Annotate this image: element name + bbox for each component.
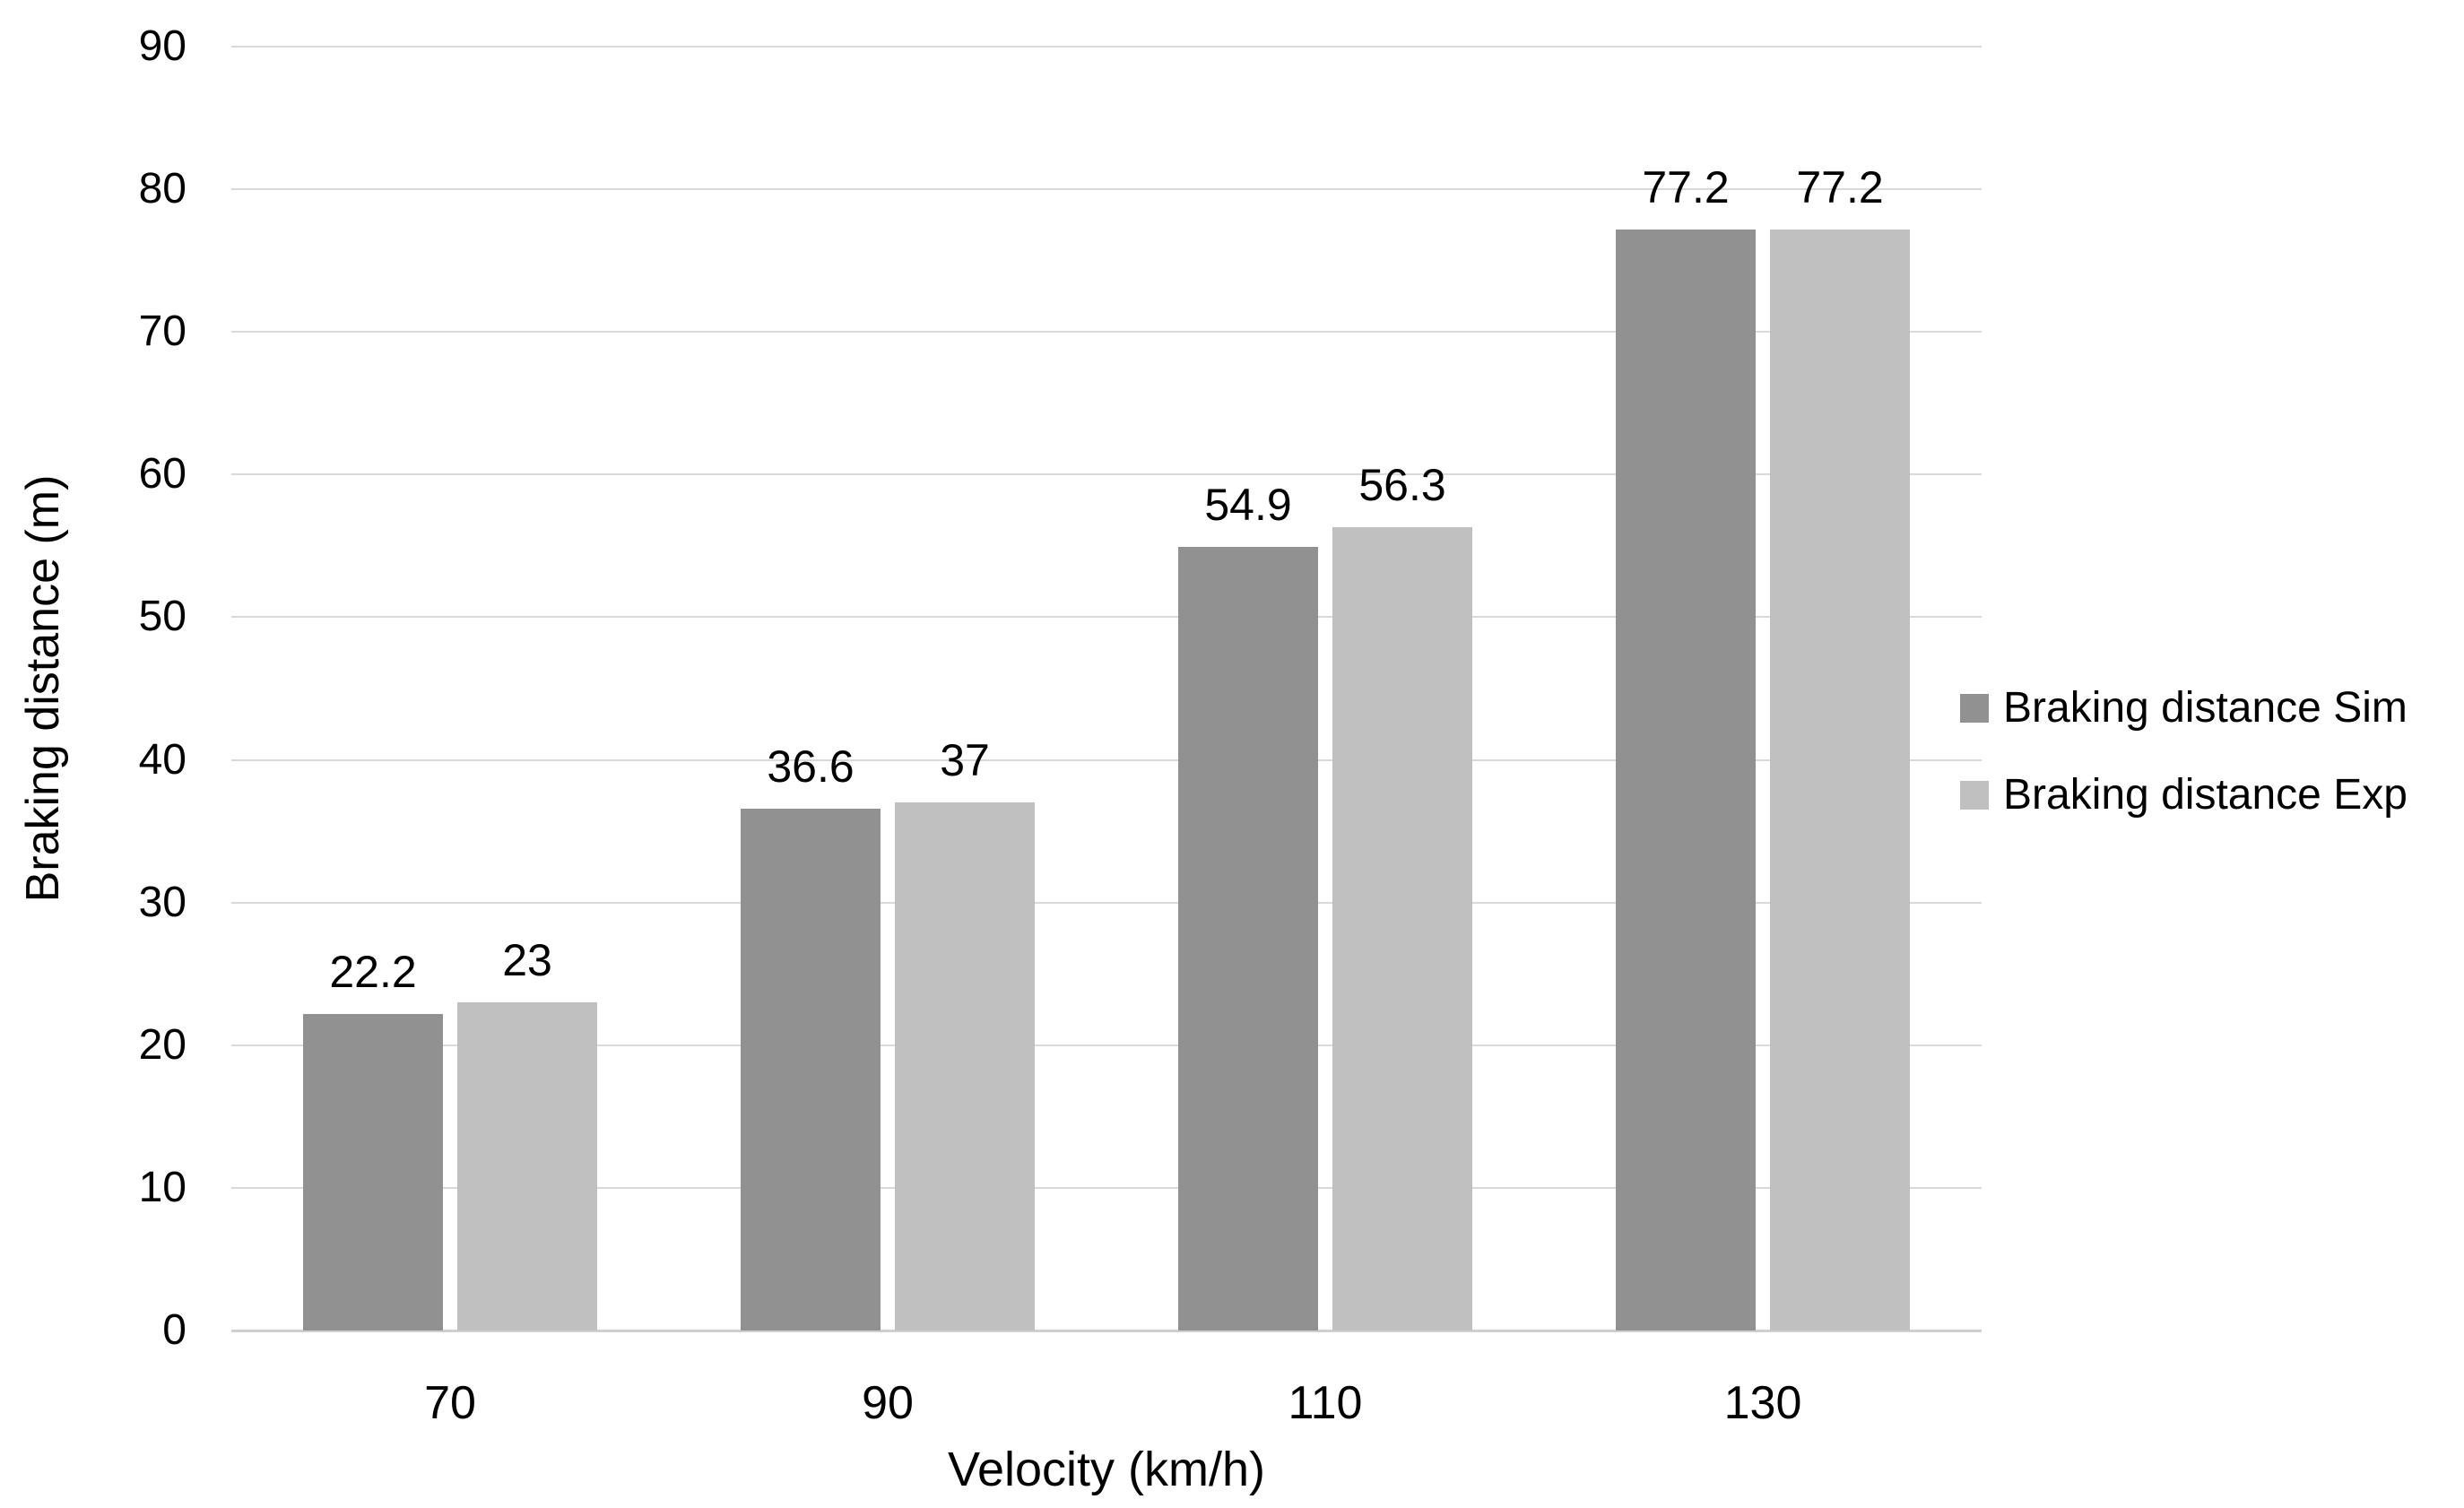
gridline-y-30 — [231, 901, 1982, 904]
value-label-exp-130: 77.2 — [1796, 162, 1884, 212]
legend-item-sim: Braking distance Sim — [1960, 683, 2408, 732]
gridline-y-10 — [231, 1186, 1982, 1189]
y-tick-label-60: 60 — [138, 450, 187, 498]
value-label-sim-130: 77.2 — [1642, 162, 1730, 212]
y-tick-label-50: 50 — [138, 593, 187, 641]
legend: Braking distance Sim Braking distance Exp — [1960, 683, 2408, 819]
y-tick-label-20: 20 — [138, 1020, 187, 1069]
y-tick-label-30: 30 — [138, 878, 187, 926]
x-tick-label-70: 70 — [424, 1377, 476, 1429]
value-label-sim-70: 22.2 — [329, 947, 417, 997]
gridline-y-90 — [231, 46, 1982, 48]
y-tick-label-40: 40 — [138, 735, 187, 784]
value-label-exp-90: 37 — [940, 735, 990, 785]
y-tick-label-80: 80 — [138, 165, 187, 213]
bar-group-110: 54.9 56.3 — [1106, 47, 1544, 1330]
bar-group-90: 36.6 37 — [669, 47, 1106, 1330]
gridline-y-80 — [231, 188, 1982, 191]
x-axis-baseline — [231, 1330, 1982, 1332]
value-label-exp-110: 56.3 — [1358, 460, 1446, 510]
gridline-y-40 — [231, 758, 1982, 761]
bar-exp-110 — [1332, 527, 1472, 1330]
y-tick-label-70: 70 — [138, 308, 187, 356]
value-label-sim-90: 36.6 — [767, 741, 855, 792]
y-axis-title-text: Braking distance (m) — [17, 474, 69, 903]
gridline-y-20 — [231, 1044, 1982, 1046]
gridline-y-70 — [231, 331, 1982, 334]
bar-exp-130 — [1770, 230, 1910, 1330]
plot-area: 22.2 23 36.6 37 54.9 56.3 77.2 77.2 — [231, 46, 1982, 1332]
legend-label: Braking distance Exp — [2003, 771, 2408, 819]
bar-sim-110 — [1178, 547, 1318, 1330]
bar-sim-130 — [1616, 230, 1756, 1330]
bar-group-130: 77.2 77.2 — [1544, 47, 1982, 1330]
gridline-y-50 — [231, 616, 1982, 619]
legend-item-exp: Braking distance Exp — [1960, 770, 2408, 819]
y-tick-label-90: 90 — [138, 22, 187, 70]
bar-exp-90 — [895, 802, 1035, 1330]
x-tick-label-110: 110 — [1288, 1377, 1363, 1429]
value-label-sim-110: 54.9 — [1204, 480, 1292, 530]
gridline-y-60 — [231, 473, 1982, 476]
y-tick-label-0: 0 — [162, 1306, 187, 1354]
bar-sim-90 — [741, 809, 881, 1330]
x-tick-label-90: 90 — [862, 1377, 914, 1429]
bar-sim-70 — [303, 1014, 443, 1330]
bar-exp-70 — [457, 1002, 597, 1330]
value-label-exp-70: 23 — [502, 935, 552, 985]
x-axis-title: Velocity (km/h) — [947, 1443, 1266, 1496]
x-tick-label-130: 130 — [1723, 1377, 1802, 1429]
bar-group-70: 22.2 23 — [231, 47, 669, 1330]
legend-label: Braking distance Sim — [2003, 684, 2408, 732]
legend-swatch-icon — [1960, 693, 1989, 723]
y-tick-label-10: 10 — [138, 1163, 187, 1211]
legend-swatch-icon — [1960, 780, 1989, 810]
